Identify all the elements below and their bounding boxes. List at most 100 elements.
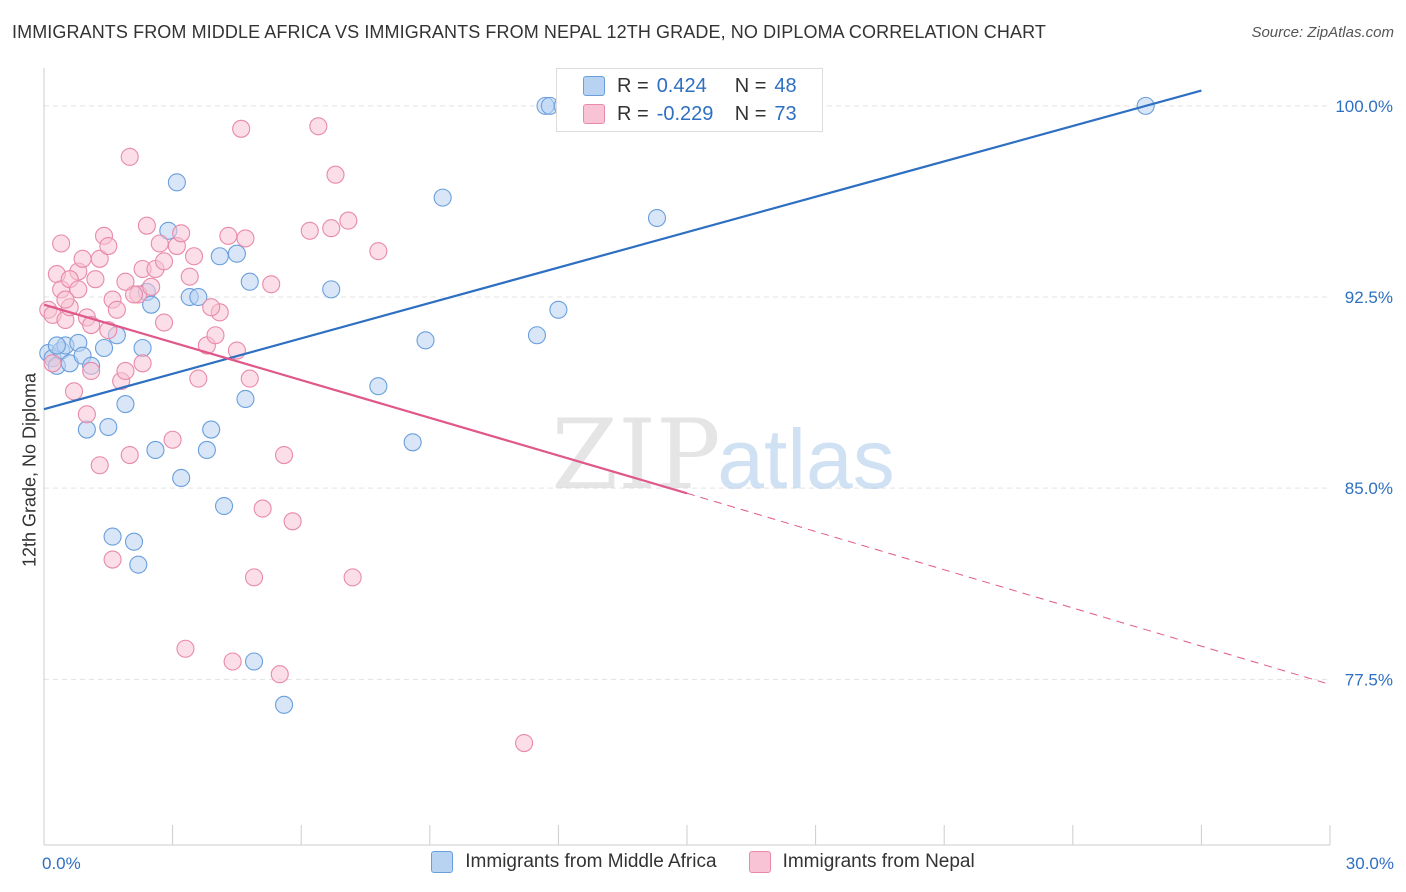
watermark-atlas: atlas (717, 412, 894, 506)
legend-row-middle-africa: R = 0.424 N = 48 (583, 73, 797, 99)
data-point-blue (197, 440, 216, 460)
data-point-pink (64, 382, 84, 401)
data-point-pink (154, 313, 174, 332)
legend-series-name: Immigrants from Middle Africa (465, 851, 717, 872)
data-point-pink (116, 272, 135, 291)
data-point-pink (236, 229, 255, 248)
data-point-pink (189, 369, 208, 388)
data-point-pink (322, 219, 341, 238)
data-point-pink (244, 568, 264, 587)
legend-item-nepal: Immigrants from Nepal (748, 851, 975, 873)
data-point-pink (240, 369, 259, 388)
data-point-pink (343, 568, 362, 587)
data-point-pink (43, 354, 62, 373)
data-point-blue (142, 295, 161, 314)
legend-r-label: R = (617, 74, 649, 97)
data-point-blue (236, 389, 255, 409)
data-point-blue (77, 420, 96, 439)
legend-item-middle-africa: Immigrants from Middle Africa (431, 851, 717, 873)
data-point-pink (133, 354, 152, 373)
data-point-blue (103, 527, 122, 546)
x-tick-label: 0.0% (42, 854, 81, 873)
data-point-pink (326, 165, 345, 184)
legend-row-nepal: R = -0.229 N = 73 (583, 101, 797, 127)
legend-swatch-pink (583, 104, 605, 124)
data-point-blue (227, 244, 246, 263)
trend-line-blue (43, 89, 1202, 411)
data-point-blue (214, 496, 234, 516)
data-point-blue (403, 433, 422, 452)
data-point-pink (339, 211, 358, 230)
data-point-blue (647, 208, 667, 228)
data-point-pink (150, 234, 169, 253)
data-point-blue (202, 420, 221, 439)
legend-n-value: 48 (774, 74, 797, 97)
legend-r-label: R = (617, 102, 649, 125)
data-point-blue (116, 395, 135, 414)
legend-swatch-pink (748, 851, 771, 873)
data-point-pink (275, 445, 294, 465)
source-label: Source: ZipAtlas.com (1251, 24, 1394, 41)
data-point-blue (369, 377, 388, 396)
data-point-pink (154, 252, 174, 271)
y-tick-label: 100.0% (1335, 97, 1393, 116)
data-point-pink (262, 275, 281, 294)
data-point-pink (73, 249, 92, 268)
data-point-pink (223, 652, 242, 671)
legend-n-value: 73 (774, 102, 797, 125)
trend-line-pink (43, 303, 688, 495)
data-point-blue (129, 555, 148, 574)
legend-swatch-blue (583, 76, 605, 96)
data-point-blue (94, 338, 114, 358)
data-point-blue (146, 440, 165, 460)
data-point-pink (124, 285, 144, 304)
grid-lines (44, 105, 1330, 680)
data-point-pink (184, 247, 204, 266)
data-points (39, 96, 1155, 753)
data-point-pink (120, 445, 139, 465)
legend-n-label: N = (734, 102, 767, 125)
data-point-pink (142, 277, 161, 296)
data-point-pink (176, 639, 195, 658)
data-point-pink (103, 550, 122, 569)
data-point-blue (172, 468, 191, 488)
data-point-pink (56, 290, 75, 309)
data-point-blue (189, 287, 208, 307)
data-point-pink (116, 361, 135, 380)
data-point-blue (167, 173, 186, 192)
data-point-pink (309, 117, 328, 136)
data-point-pink (300, 221, 319, 240)
data-point-blue (549, 300, 568, 319)
data-point-blue (322, 280, 341, 299)
legend-r-value: -0.229 (656, 102, 714, 125)
data-point-pink (90, 456, 109, 475)
data-point-blue (433, 188, 452, 207)
data-point-pink (270, 665, 289, 684)
data-point-pink (172, 224, 191, 243)
data-point-blue (99, 417, 118, 437)
data-point-pink (515, 734, 534, 753)
data-point-pink (206, 326, 225, 345)
data-point-pink (90, 249, 109, 268)
data-point-blue (527, 326, 547, 345)
data-point-pink (202, 298, 221, 317)
data-point-pink (82, 361, 101, 380)
data-point-pink (283, 512, 302, 531)
y-tick-label: 77.5% (1345, 670, 1393, 689)
data-point-pink (86, 270, 105, 289)
y-tick-label: 92.5% (1345, 288, 1393, 307)
chart-title: IMMIGRANTS FROM MIDDLE AFRICA VS IMMIGRA… (12, 22, 1046, 42)
data-point-blue (275, 695, 294, 714)
data-point-blue (124, 532, 144, 551)
data-point-blue (47, 336, 66, 355)
data-point-blue (240, 272, 259, 291)
data-point-blue (210, 247, 229, 266)
data-point-blue (133, 338, 152, 358)
series-legend: Immigrants from Middle Africa Immigrants… (0, 851, 1406, 873)
data-point-pink (77, 405, 96, 424)
watermark-zip: ZIP (551, 399, 720, 511)
data-point-pink (99, 237, 118, 256)
data-point-pink (163, 430, 182, 449)
y-axis-label: 12th Grade, No Diploma (19, 372, 40, 568)
